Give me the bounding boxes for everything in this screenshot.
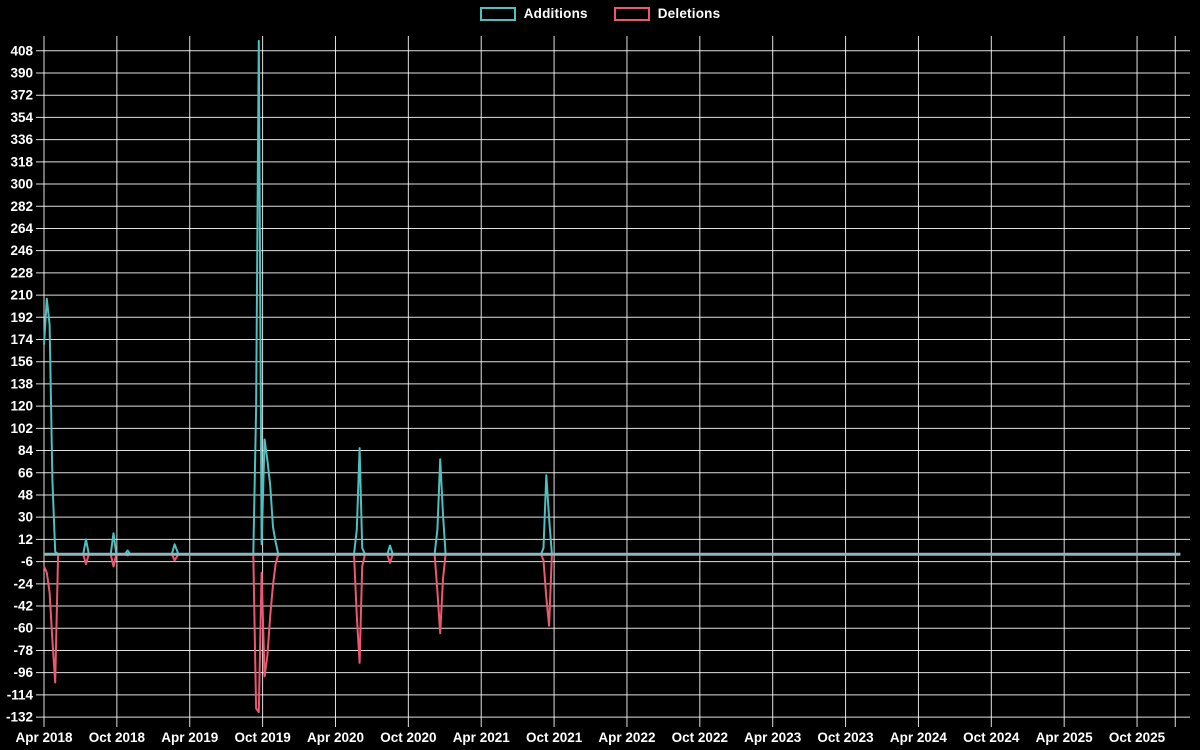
deletions-swatch-icon xyxy=(613,6,650,21)
legend-item-deletions[interactable]: Deletions xyxy=(613,6,721,21)
y-tick-label: -6 xyxy=(21,554,33,569)
y-tick-label: 282 xyxy=(10,199,33,214)
y-tick-label: 84 xyxy=(18,443,34,458)
x-tick-label: Oct 2023 xyxy=(817,730,874,745)
x-tick-label: Apr 2024 xyxy=(890,730,948,745)
y-tick-label: -78 xyxy=(13,643,33,658)
y-tick-label: 102 xyxy=(10,421,33,436)
y-tick-label: -114 xyxy=(7,687,34,702)
y-tick-label: 12 xyxy=(18,532,33,547)
x-tick-label: Apr 2022 xyxy=(598,730,655,745)
y-tick-label: 174 xyxy=(10,332,33,347)
x-tick-label: Oct 2025 xyxy=(1109,730,1166,745)
x-tick-label: Apr 2021 xyxy=(453,730,511,745)
y-tick-label: 192 xyxy=(10,310,33,325)
y-tick-label: -60 xyxy=(13,621,33,636)
x-tick-label: Oct 2022 xyxy=(672,730,728,745)
y-tick-label: 120 xyxy=(10,399,33,414)
x-tick-label: Oct 2019 xyxy=(234,730,290,745)
y-tick-label: -24 xyxy=(13,576,33,591)
y-tick-label: -42 xyxy=(13,599,33,614)
y-tick-label: 336 xyxy=(10,132,33,147)
y-tick-label: 408 xyxy=(10,43,33,58)
y-tick-label: -132 xyxy=(6,710,33,725)
y-tick-label: 246 xyxy=(10,243,33,258)
legend-item-additions[interactable]: Additions xyxy=(479,6,588,21)
y-tick-label: 390 xyxy=(10,66,33,81)
x-tick-label: Apr 2019 xyxy=(161,730,218,745)
x-tick-label: Oct 2024 xyxy=(963,730,1020,745)
y-tick-label: 156 xyxy=(10,354,33,369)
additions-swatch-icon xyxy=(479,6,516,21)
x-tick-label: Oct 2018 xyxy=(89,730,146,745)
y-tick-label: 48 xyxy=(18,487,34,502)
y-tick-label: 66 xyxy=(18,465,34,480)
x-tick-label: Apr 2018 xyxy=(15,730,73,745)
x-tick-label: Apr 2020 xyxy=(307,730,364,745)
y-tick-label: 30 xyxy=(18,510,33,525)
deletions-line xyxy=(43,553,1181,714)
chart-legend: Additions Deletions xyxy=(0,6,1200,21)
y-tick-label: 372 xyxy=(10,88,33,103)
y-tick-label: 318 xyxy=(10,154,33,169)
y-tick-label: -96 xyxy=(13,665,33,680)
x-tick-label: Oct 2021 xyxy=(526,730,583,745)
x-tick-label: Apr 2025 xyxy=(1036,730,1094,745)
legend-label-deletions: Deletions xyxy=(657,6,721,21)
y-tick-label: 138 xyxy=(10,376,33,391)
x-tick-label: Oct 2020 xyxy=(380,730,436,745)
y-tick-label: 264 xyxy=(10,221,33,236)
y-tick-label: 228 xyxy=(10,265,33,280)
additions-line xyxy=(43,39,1181,556)
y-tick-label: 354 xyxy=(10,110,33,125)
x-tick-label: Apr 2023 xyxy=(744,730,802,745)
y-tick-label: 300 xyxy=(10,177,33,192)
legend-label-additions: Additions xyxy=(523,6,588,21)
y-tick-label: 210 xyxy=(10,288,33,303)
